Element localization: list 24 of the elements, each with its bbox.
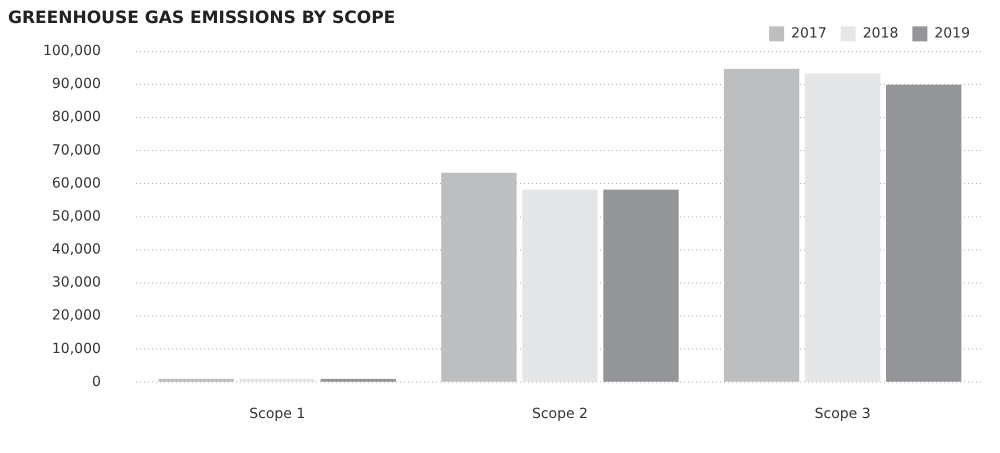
y-tick-label: 60,000 [52, 175, 101, 192]
x-tick-label: Scope 3 [814, 406, 871, 422]
legend-label: 2019 [934, 26, 970, 42]
legend-label: 2017 [791, 26, 827, 42]
bar [603, 190, 679, 382]
bar [724, 68, 800, 382]
y-tick-label: 40,000 [52, 242, 101, 258]
bar [441, 172, 517, 382]
y-tick-label: 80,000 [52, 109, 101, 126]
y-tick-label: 20,000 [52, 308, 101, 324]
x-tick-label: Scope 1 [249, 406, 306, 422]
bar [522, 190, 598, 382]
bar [804, 74, 880, 382]
y-tick-label: 90,000 [52, 76, 101, 92]
chart-title: GREENHOUSE GAS EMISSIONS BY SCOPE [8, 8, 396, 28]
legend-label: 2018 [862, 26, 898, 42]
y-tick-label: 0 [92, 374, 101, 390]
y-tick-label: 50,000 [52, 208, 101, 224]
y-tick-label: 100,000 [42, 43, 101, 60]
y-tick-label: 70,000 [52, 142, 101, 158]
x-tick-label: Scope 2 [532, 406, 588, 422]
y-tick-label: 30,000 [52, 274, 101, 291]
y-tick-label: 10,000 [52, 340, 101, 357]
bar [886, 84, 962, 382]
